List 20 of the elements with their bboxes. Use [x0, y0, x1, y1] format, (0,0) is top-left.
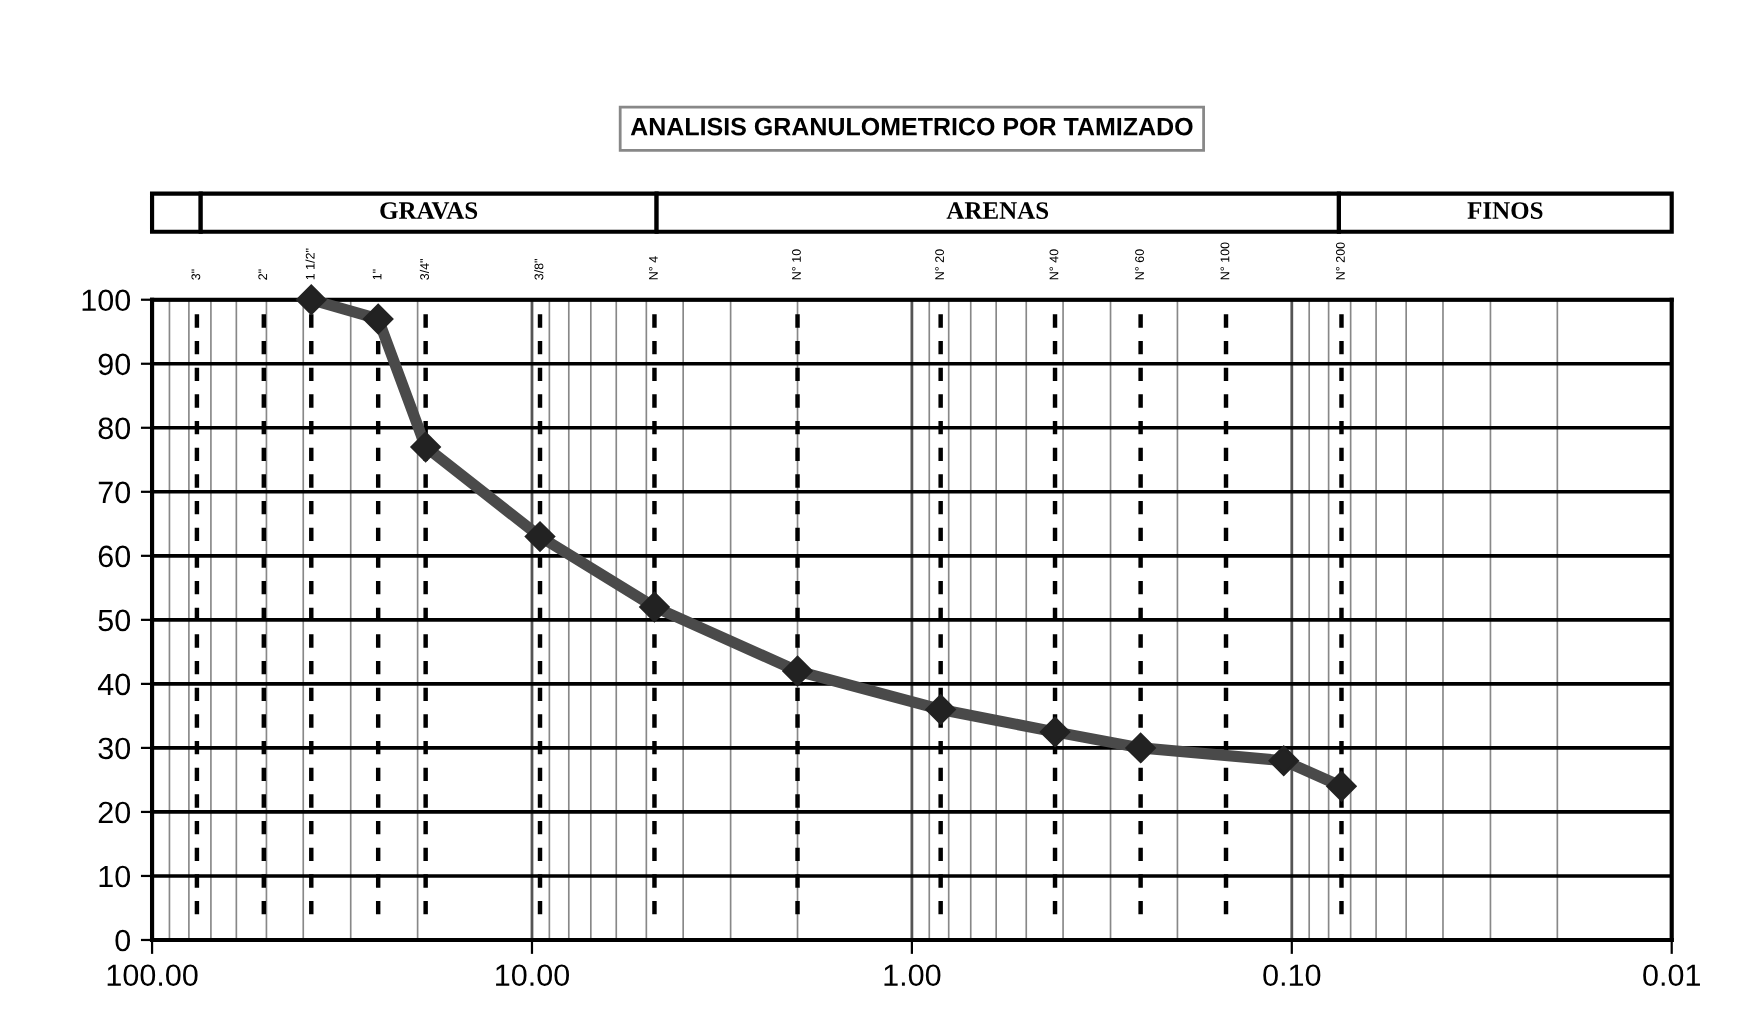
- y-tick-label: 70: [98, 481, 131, 504]
- y-tick-label: 0: [115, 929, 131, 952]
- y-tick-label: 20: [98, 801, 131, 824]
- x-tick-label: 0.10: [1263, 964, 1321, 987]
- x-tick-label: 0.01: [1643, 964, 1700, 987]
- y-tick-label: 80: [98, 417, 131, 440]
- text: ANALISIS GRANULOMETRICO POR TAMIZADO: [630, 117, 1193, 136]
- y-tick-label: 40: [97, 673, 131, 696]
- y-tick-label: 10: [99, 865, 131, 888]
- y-tick-label: 30: [98, 737, 131, 760]
- y-tick-label: 50: [98, 609, 131, 632]
- x-tick-label: 10.00: [496, 964, 570, 987]
- category-label: ARENAS: [946, 202, 1049, 219]
- category-label: FINOS: [1467, 202, 1543, 219]
- y-tick-label: 60: [98, 545, 131, 568]
- y-tick-label: 90: [98, 353, 131, 376]
- x-tick-label: 1.00: [884, 964, 941, 987]
- y-tick-label: 100: [82, 289, 131, 312]
- x-tick-label: 100.00: [107, 964, 198, 987]
- category-label: GRAVAS: [380, 202, 478, 220]
